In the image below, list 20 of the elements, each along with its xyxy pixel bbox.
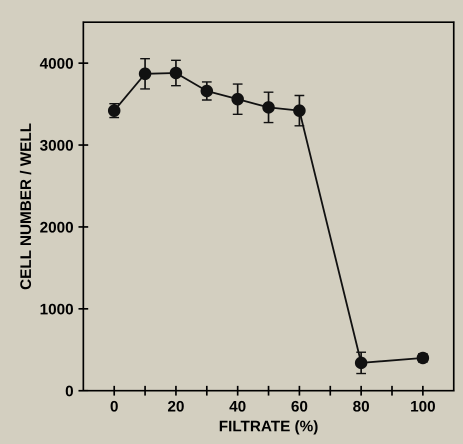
point — [200, 84, 214, 98]
y-axis-title: CELL NUMBER / WELL — [20, 123, 32, 290]
point — [170, 66, 182, 80]
point — [231, 92, 244, 106]
x-tick-label: 40 — [229, 400, 246, 412]
x-axis-title: FILTRATE (%) — [220, 420, 318, 434]
y-tick-label: 1000 — [40, 304, 73, 315]
y-tick-label: 3000 — [40, 140, 73, 151]
x-tick-label: 100 — [411, 400, 435, 412]
y-tick-label: 4000 — [40, 58, 73, 69]
point — [293, 104, 306, 117]
point — [354, 356, 368, 370]
x-tick-label: 60 — [291, 400, 308, 412]
x-tick-label: 80 — [353, 400, 370, 412]
x-tick-label: 20 — [168, 400, 184, 412]
point — [262, 101, 275, 114]
x-tick-label: 0 — [110, 400, 118, 412]
y-tick-label: 2000 — [40, 222, 73, 233]
y-tick-label: 0 — [66, 386, 73, 396]
point — [138, 68, 152, 80]
